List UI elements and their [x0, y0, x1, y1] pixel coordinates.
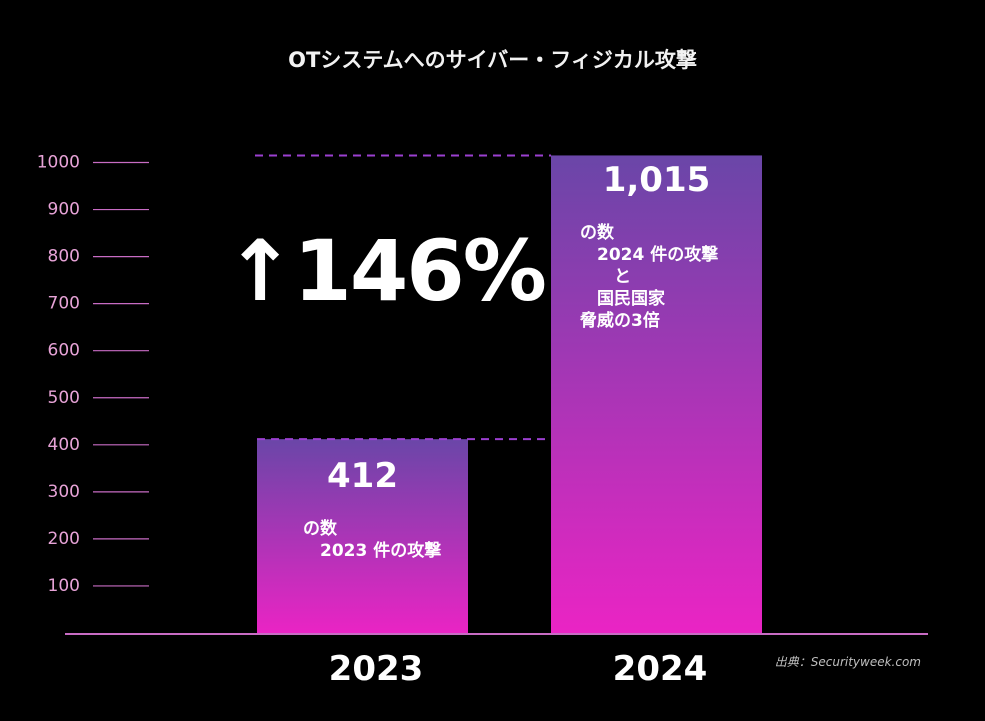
- x-tick-label: 2024: [613, 649, 708, 689]
- y-tick-label: 900: [48, 200, 80, 220]
- y-tick-label: 700: [48, 294, 80, 314]
- y-tick-label: 100: [48, 576, 80, 596]
- bar-2024: [551, 155, 762, 633]
- change-percent-label: ↑146%: [225, 222, 547, 320]
- bar-description-2023: の数 2023 件の攻撃: [303, 519, 442, 561]
- bar-2023: [257, 439, 468, 633]
- bar-description-2024: の数 2024 件の攻撃 と 国民国家 脅威の3倍: [580, 223, 719, 331]
- y-tick-label: 600: [48, 341, 80, 361]
- bar-value-label-2023: 412: [327, 456, 398, 496]
- y-axis-ticks: 100 200 300 400 500 600 700 800 900 1000: [37, 153, 149, 596]
- chart-title: OTシステムへのサイバー・フィジカル攻撃: [288, 48, 697, 72]
- bars-group: [257, 155, 762, 633]
- y-tick-label: 800: [48, 247, 80, 267]
- y-tick-label: 1000: [37, 153, 80, 173]
- y-tick-label: 500: [48, 388, 80, 408]
- x-tick-label: 2023: [329, 649, 424, 689]
- reference-lines: [255, 154, 551, 441]
- x-axis-labels: 2023 2024: [329, 649, 708, 689]
- bar-value-label-2024: 1,015: [602, 160, 711, 200]
- y-tick-label: 400: [48, 435, 80, 455]
- y-tick-label: 300: [48, 482, 80, 502]
- y-tick-label: 200: [48, 529, 80, 549]
- source-note: 出典：Securityweek.com: [774, 655, 921, 669]
